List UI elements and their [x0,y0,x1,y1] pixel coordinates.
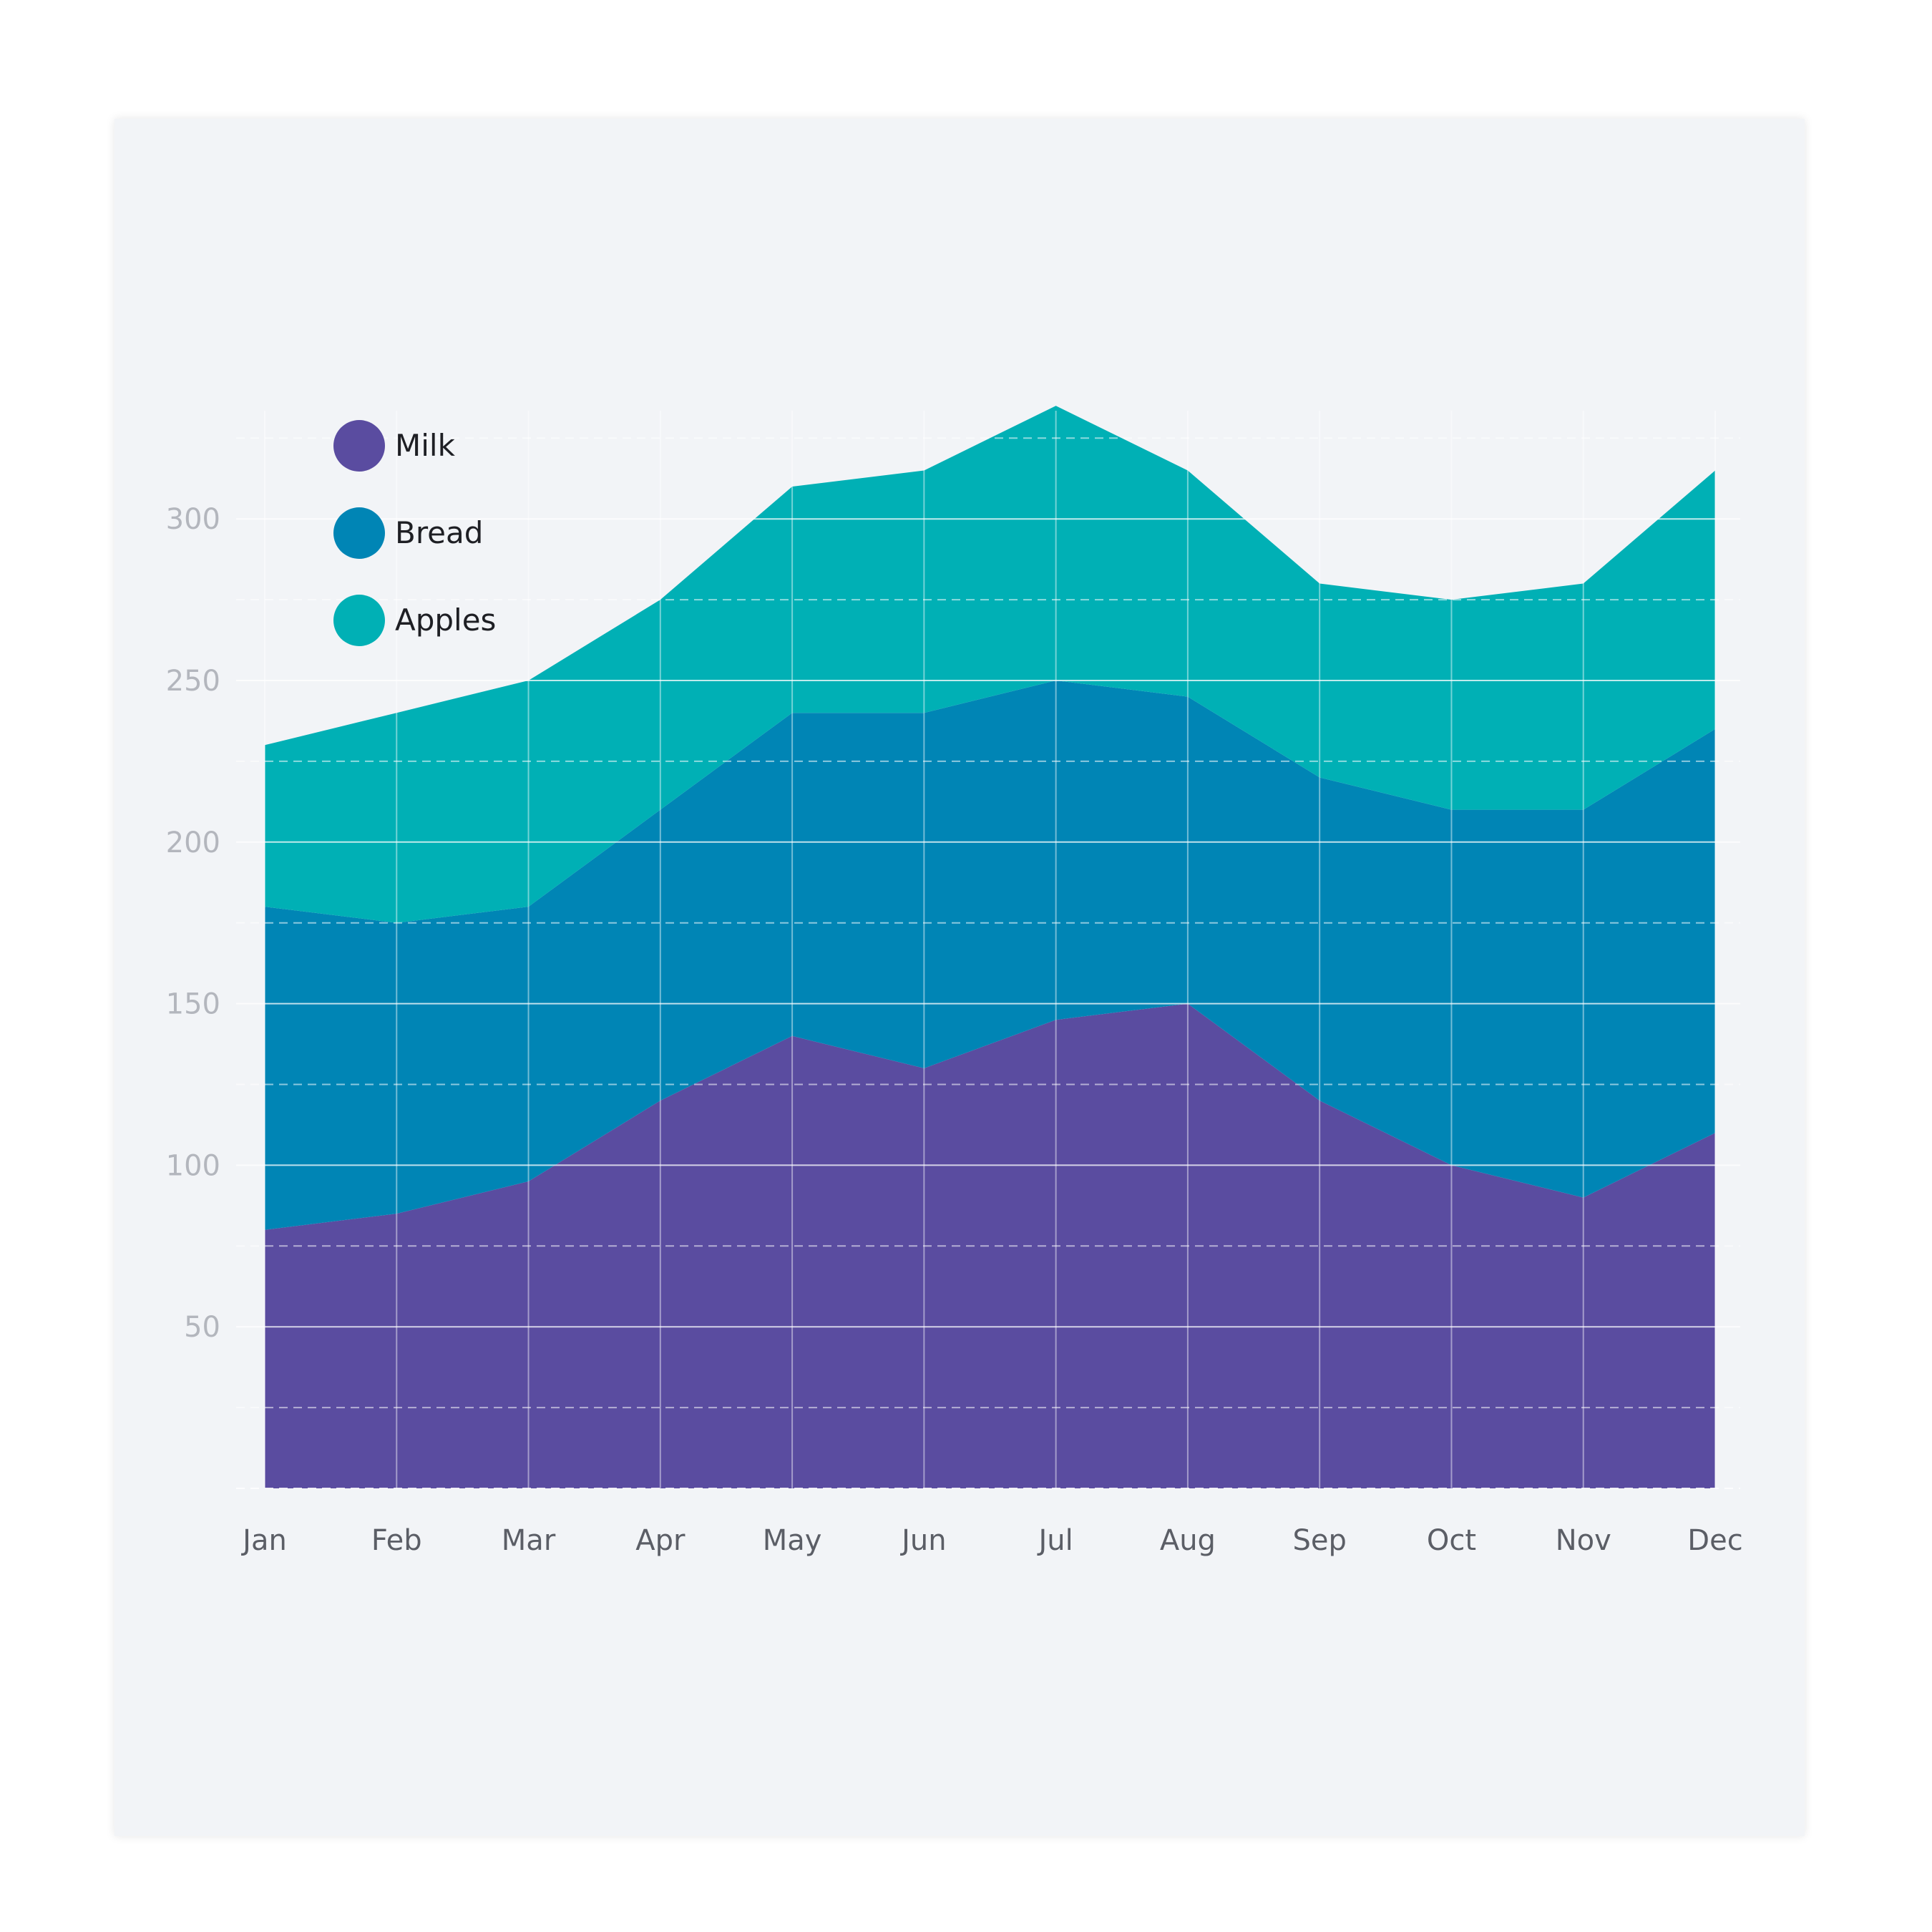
y-tick-label: 250 [166,665,220,698]
x-tick-label: Jan [240,1524,287,1557]
y-axis-ticks: 50 100 150 200 250 300 [166,503,220,1344]
x-tick-label: Oct [1427,1524,1476,1557]
y-tick-label: 100 [166,1149,220,1182]
x-tick-label: Sep [1292,1524,1346,1557]
grid-lines [236,411,1740,1489]
x-tick-label: Feb [371,1524,422,1557]
legend-swatch [333,420,385,472]
x-axis-ticks: Jan Feb Mar Apr May Jun Jul Aug Sep Oct Nov Dec [240,1524,1743,1557]
x-tick-label: Aug [1160,1524,1216,1557]
legend-swatch [333,595,385,646]
area-milk [265,1003,1715,1488]
x-tick-label: Jul [1037,1524,1073,1557]
legend-label: Apples [395,602,496,638]
x-tick-label: Jun [899,1524,947,1557]
area-bread [265,680,1715,1230]
area-series-group [265,406,1715,1488]
y-tick-label: 200 [166,826,220,859]
chart-card: 50 100 150 200 250 300 Jan Feb Mar Apr May Jun Jul A… [114,119,1805,1836]
y-tick-label: 50 [184,1311,220,1344]
legend: Milk Bread Apples [333,420,496,646]
area-apples [265,406,1715,923]
legend-label: Bread [395,515,483,550]
area-chart: 50 100 150 200 250 300 Jan Feb Mar Apr May Jun Jul A… [166,406,1743,1557]
legend-swatch [333,507,385,559]
x-tick-label: Nov [1556,1524,1611,1557]
x-tick-label: Apr [635,1524,686,1557]
x-tick-label: Mar [502,1524,556,1557]
y-tick-label: 300 [166,503,220,536]
legend-label: Milk [395,428,456,463]
y-tick-label: 150 [166,988,220,1021]
x-tick-label: May [763,1524,822,1557]
x-tick-label: Dec [1687,1524,1742,1557]
